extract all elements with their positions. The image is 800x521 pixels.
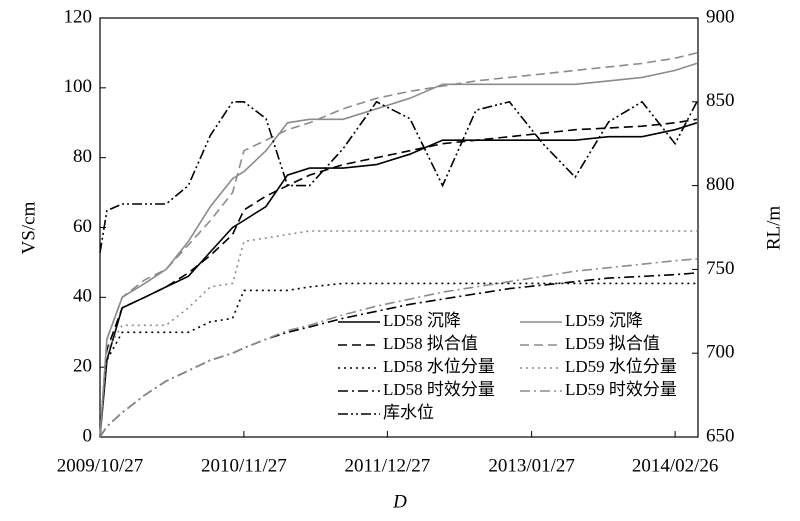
x-tick-label: 2010/11/27	[201, 455, 287, 476]
y-tick-label: 40	[73, 286, 92, 307]
legend-label: LD59 沉降	[565, 311, 643, 330]
y-tick-label: 80	[73, 146, 92, 167]
y-tick-label: 60	[73, 216, 92, 237]
legend-label: LD58 拟合值	[383, 334, 478, 353]
y-tick-label: 120	[64, 6, 93, 27]
y2-tick-label: 750	[706, 258, 735, 279]
legend-label: LD59 水位分量	[565, 357, 677, 376]
series-line	[99, 230, 697, 438]
legend-label: LD58 沉降	[383, 311, 461, 330]
series-line	[99, 52, 698, 438]
series-line	[99, 100, 698, 253]
y2-tick-label: 900	[706, 6, 735, 27]
y2-tick-label: 850	[706, 90, 735, 111]
y-tick-label: 100	[64, 76, 93, 97]
x-tick-label: 2014/02/26	[632, 455, 719, 476]
series-line	[99, 258, 697, 438]
y-tick-label: 0	[83, 425, 93, 446]
y2-tick-label: 700	[706, 342, 735, 363]
y-tick-label: 20	[73, 356, 92, 377]
y2-tick-label: 650	[706, 425, 735, 446]
x-tick-label: 2009/10/27	[57, 455, 144, 476]
legend-label: LD59 时效分量	[565, 380, 677, 399]
legend-label: LD58 时效分量	[383, 380, 495, 399]
y2-tick-label: 800	[706, 174, 735, 195]
x-axis-label: D	[392, 491, 407, 512]
series-line	[99, 118, 698, 438]
y-axis-label: VS/cm	[18, 201, 39, 254]
series-line	[99, 282, 697, 438]
legend-label: 库水位	[383, 403, 434, 422]
x-tick-label: 2013/01/27	[488, 455, 575, 476]
y2-axis-label: RL/m	[763, 206, 784, 251]
legend-label: LD59 拟合值	[565, 334, 660, 353]
x-tick-label: 2011/12/27	[344, 455, 430, 476]
legend-label: LD58 水位分量	[383, 357, 495, 376]
